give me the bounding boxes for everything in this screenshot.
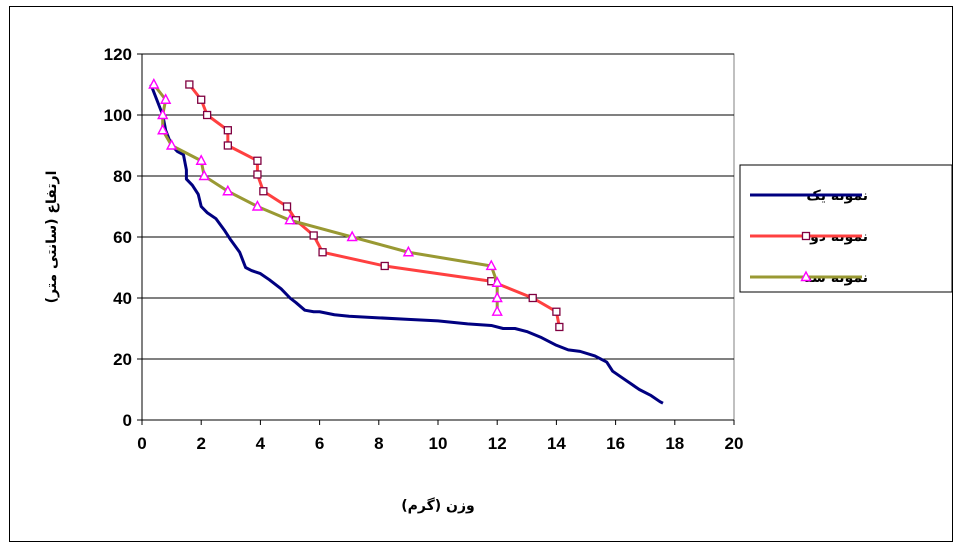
y-axis-title: ارتفاع (سانتی متر) [44,171,60,304]
series-3-line [152,83,499,312]
y-tick-label-3: 60 [113,228,132,247]
series-3-point-4 [165,139,178,150]
x-tick-label-8: 16 [606,434,625,453]
series-2-point-4 [223,141,232,150]
tick-labels: 0 2 4 6 8 10 12 14 16 18 20 0 20 40 60 80 100 120 [104,45,744,453]
series-3-point-3 [157,123,169,135]
legend-marker-series-2 [801,231,811,241]
series-2 [185,80,564,332]
series-3-point-13 [491,276,503,287]
series-3-point-6 [198,169,210,181]
series-3-point-10 [346,230,358,242]
series-2-point-14 [528,293,537,303]
legend-box [739,164,953,293]
series-3-point-7 [222,184,234,196]
series-1 [149,83,664,405]
axes [137,53,735,425]
series-2-point-5 [253,156,262,165]
series-2-point-0 [185,80,194,89]
y-tick-label-0: 0 [123,411,132,430]
series-1-line [149,83,664,405]
series-3-point-1 [160,93,172,104]
series-2-point-16 [555,322,564,332]
series-3-point-5 [195,154,207,165]
series-3-point-9 [284,213,296,225]
x-tick-label-6: 12 [488,434,507,453]
series-3-point-8 [251,200,264,211]
x-tick-label-1: 2 [196,434,205,453]
series-2-point-7 [259,187,268,196]
grid-lines [142,53,734,360]
series-2-point-15 [552,307,561,316]
series-2-point-6 [253,170,262,179]
x-tick-label-7: 14 [547,434,566,453]
x-tick-label-9: 18 [665,434,684,453]
series-2-point-3 [223,126,232,135]
series-3 [148,78,503,316]
series-3-point-14 [491,291,503,303]
series-2-point-8 [282,202,292,211]
y-tick-label-6: 120 [104,45,132,64]
x-tick-label-0: 0 [137,434,146,453]
series-3-point-12 [485,259,497,271]
series-3-point-15 [491,305,503,316]
y-tick-label-2: 40 [113,289,132,308]
series-2-point-1 [197,95,206,104]
x-tick-label-10: 20 [725,434,744,453]
series-3-point-2 [157,108,169,120]
y-tick-label-1: 20 [113,350,132,369]
series-2-point-2 [202,110,212,120]
series-2-point-10 [309,231,318,240]
x-tick-label-3: 6 [315,434,324,453]
x-tick-label-2: 4 [256,434,266,453]
series-2-point-12 [380,261,389,271]
series-3-point-0 [148,78,160,89]
y-tick-label-5: 100 [104,106,132,125]
y-tick-label-4: 80 [113,167,132,186]
x-tick-label-4: 8 [374,434,383,453]
x-tick-label-5: 10 [429,434,448,453]
series-layer [148,78,664,405]
series-2-point-11 [318,248,327,257]
x-axis-title: وزن (گرم) [401,497,475,514]
legend: نمونه یک نمونه دو نمونه سه [739,164,953,293]
legend-marker-series-3 [800,270,812,282]
series-3-point-11 [402,245,415,257]
